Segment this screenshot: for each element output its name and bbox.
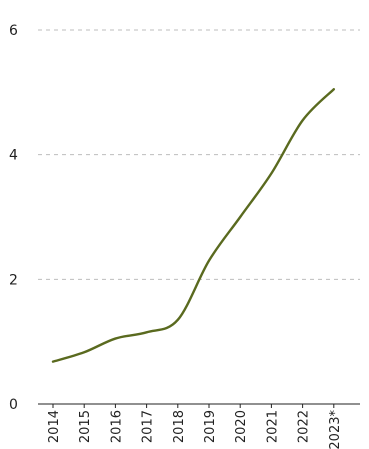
series-line-0	[51, 88, 335, 363]
x-tick-label: 2018	[172, 410, 187, 443]
x-tick-label: 2017	[141, 410, 156, 443]
x-tick-label: 2015	[78, 410, 93, 443]
x-tick-label: 2014	[47, 410, 62, 443]
x-tick-label: 2020	[234, 410, 249, 443]
y-tick-labels: 0 2 4 6	[9, 23, 18, 413]
x-tick-labels: 2014 2015 2016 2017 2018 2019 2020 2021 2022 2023…	[47, 410, 343, 449]
x-tick-label: 2021	[265, 410, 280, 443]
gridlines	[38, 29, 360, 280]
axes	[38, 403, 360, 408]
x-tick-label: 2019	[203, 410, 218, 443]
x-tick-label: 2022	[297, 410, 312, 443]
x-tick-label: 2023*	[328, 410, 343, 449]
y-tick-label: 4	[9, 148, 18, 164]
x-tick-label: 2016	[109, 410, 124, 443]
y-tick-label: 0	[9, 397, 18, 413]
series	[51, 88, 335, 363]
y-tick-label: 2	[9, 272, 18, 288]
y-tick-label: 6	[9, 23, 18, 39]
